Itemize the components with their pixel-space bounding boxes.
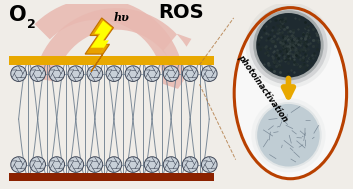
Polygon shape <box>85 18 113 72</box>
Circle shape <box>106 157 122 172</box>
Circle shape <box>183 66 198 81</box>
Circle shape <box>11 66 26 81</box>
Circle shape <box>144 157 160 172</box>
Bar <box>9 173 214 181</box>
Circle shape <box>125 66 141 81</box>
Text: O: O <box>9 5 26 25</box>
Circle shape <box>251 98 325 172</box>
Circle shape <box>253 10 324 81</box>
Bar <box>9 56 214 65</box>
Circle shape <box>256 13 321 77</box>
Circle shape <box>163 157 179 172</box>
Circle shape <box>163 66 179 81</box>
Circle shape <box>144 66 160 81</box>
Circle shape <box>202 157 217 172</box>
Circle shape <box>87 157 103 172</box>
Circle shape <box>87 66 103 81</box>
Circle shape <box>49 66 65 81</box>
Circle shape <box>257 104 320 167</box>
Circle shape <box>68 66 84 81</box>
Circle shape <box>49 157 65 172</box>
Circle shape <box>106 66 122 81</box>
Circle shape <box>249 6 328 84</box>
Text: 2: 2 <box>28 18 36 31</box>
Circle shape <box>11 157 26 172</box>
Circle shape <box>255 102 322 168</box>
Text: photoinactivation: photoinactivation <box>237 53 290 124</box>
Circle shape <box>202 66 217 81</box>
Ellipse shape <box>234 8 347 179</box>
Circle shape <box>183 157 198 172</box>
Polygon shape <box>91 21 112 61</box>
Circle shape <box>30 157 46 172</box>
Circle shape <box>68 157 84 172</box>
Polygon shape <box>34 8 191 82</box>
Text: ROS: ROS <box>158 3 204 22</box>
Circle shape <box>125 157 141 172</box>
Circle shape <box>30 66 46 81</box>
Circle shape <box>245 2 331 88</box>
Text: hυ: hυ <box>113 12 129 23</box>
Polygon shape <box>35 0 184 89</box>
